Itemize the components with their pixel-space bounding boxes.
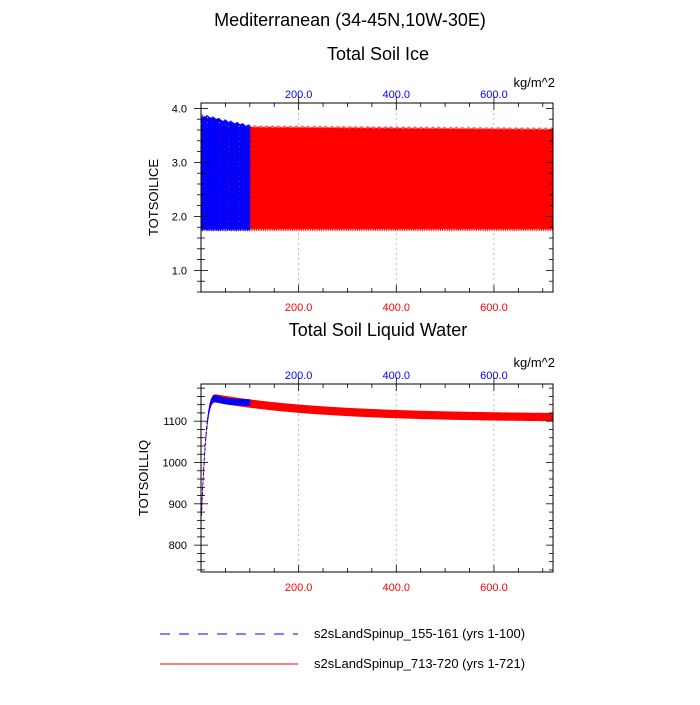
panel-soil-liquid-water: Total Soil Liquid Water kg/m^2 800 900 1000 1… bbox=[136, 320, 555, 594]
x-tick-label-top: 600.0 bbox=[480, 370, 508, 382]
y-tick-label: 2.0 bbox=[172, 211, 187, 223]
x-tick-label-top: 200.0 bbox=[285, 370, 313, 382]
x-tick-label-top: 600.0 bbox=[480, 89, 508, 101]
x-tick-label-bottom: 400.0 bbox=[383, 582, 411, 594]
plot-frame bbox=[200, 102, 554, 293]
y-tick-label: 1000 bbox=[163, 458, 187, 470]
units-label: kg/m^2 bbox=[513, 355, 555, 370]
series-group bbox=[201, 394, 553, 517]
x-tick-label-bottom: 200.0 bbox=[285, 302, 313, 314]
y-tick-label: 1.0 bbox=[172, 265, 187, 277]
series-line-spinup-713-720 bbox=[201, 394, 553, 517]
series-group bbox=[201, 114, 553, 232]
legend-label-2: s2sLandSpinup_713-720 (yrs 1-721) bbox=[314, 656, 525, 671]
y-axis-label: TOTSOILICE bbox=[146, 159, 161, 236]
y-axis-label: TOTSOILLIQ bbox=[136, 440, 151, 516]
x-tick-label-top: 400.0 bbox=[383, 370, 411, 382]
units-label: kg/m^2 bbox=[513, 75, 555, 90]
figure-title: Mediterranean (34-45N,10W-30E) bbox=[214, 10, 486, 30]
series-line-spinup-155-161 bbox=[201, 114, 251, 232]
panel-title: Total Soil Liquid Water bbox=[289, 320, 467, 340]
legend-label-1: s2sLandSpinup_155-161 (yrs 1-100) bbox=[314, 626, 525, 641]
x-tick-label-top: 400.0 bbox=[383, 89, 411, 101]
x-tick-label-bottom: 600.0 bbox=[480, 582, 508, 594]
x-tick-label-top: 200.0 bbox=[285, 89, 313, 101]
x-tick-label-bottom: 200.0 bbox=[285, 582, 313, 594]
x-tick-label-bottom: 600.0 bbox=[480, 302, 508, 314]
series-line-spinup-155-161 bbox=[201, 395, 251, 516]
legend: s2sLandSpinup_155-161 (yrs 1-100) s2sLand… bbox=[160, 626, 525, 671]
panel-soil-ice: Total Soil Ice kg/m^2 1.0 2.0 3.0 4.0 TOTSOILI… bbox=[146, 44, 555, 314]
y-tick-label: 900 bbox=[169, 499, 187, 511]
y-tick-label: 1100 bbox=[163, 416, 187, 428]
y-tick-label: 4.0 bbox=[172, 103, 187, 115]
panel-title: Total Soil Ice bbox=[327, 44, 429, 64]
y-tick-label: 3.0 bbox=[172, 157, 187, 169]
plot-frame bbox=[200, 383, 554, 573]
series-line-spinup-713-720 bbox=[201, 124, 553, 232]
x-tick-label-bottom: 400.0 bbox=[383, 302, 411, 314]
y-tick-label: 800 bbox=[169, 540, 187, 552]
